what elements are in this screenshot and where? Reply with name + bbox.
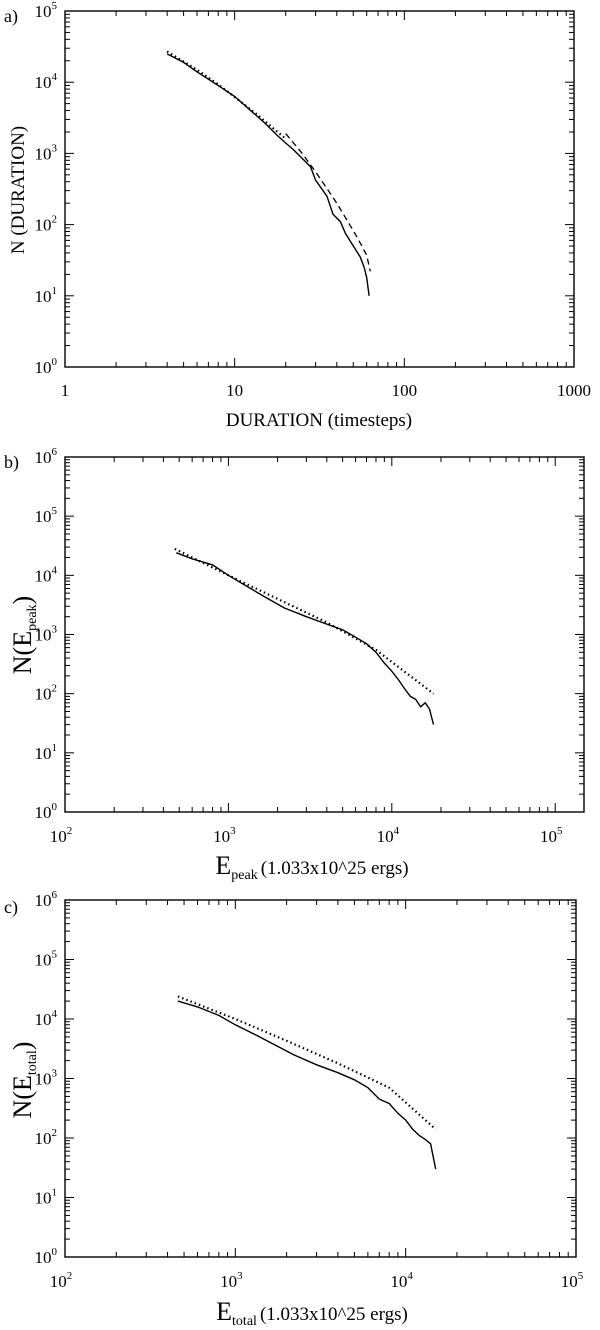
x-tick-label: 103 xyxy=(213,825,236,846)
panel-b-frame xyxy=(64,456,585,813)
panel-b-label: b) xyxy=(4,452,19,473)
panel-a-y-axis: 100 101 102 103 104 105 xyxy=(35,0,574,377)
y-tick-label: 105 xyxy=(35,0,58,21)
y-tick-label: 102 xyxy=(35,1127,58,1148)
panel-a-x-axis: 1 10 100 1000 xyxy=(61,11,591,400)
x-tick-label: 104 xyxy=(390,1270,413,1291)
panel-c-x-axis: 102 103 104 105 xyxy=(50,900,584,1291)
panel-a-label: a) xyxy=(4,6,18,27)
y-tick-label: 106 xyxy=(35,889,58,910)
panel-b-y-axis: 100 101 102 103 104 105 106 xyxy=(35,446,584,822)
y-tick-label: 102 xyxy=(35,683,58,704)
panel-a-series xyxy=(166,50,371,296)
y-tick-label: 100 xyxy=(35,356,58,377)
data-line-solid xyxy=(177,1000,437,1170)
panel-b-x-axis: 102 103 104 105 xyxy=(50,457,563,846)
y-tick-label: 103 xyxy=(35,624,58,645)
x-tick-label: 105 xyxy=(540,825,563,846)
y-tick-label: 103 xyxy=(35,1068,58,1089)
y-tick-label: 100 xyxy=(35,1246,58,1267)
y-tick-label: 104 xyxy=(35,71,58,92)
panel-c: c) 100 101 102 103 104 105 106 102 103 104 105 Et… xyxy=(4,889,584,1329)
fit-line-dotted xyxy=(174,547,435,695)
y-tick-label: 101 xyxy=(35,742,58,763)
fit-line-dashed xyxy=(285,133,371,272)
panel-c-frame xyxy=(64,899,577,1258)
y-tick-label: 103 xyxy=(35,142,58,163)
y-tick-label: 101 xyxy=(35,285,58,306)
fit-line-dotted xyxy=(177,995,437,1131)
panel-c-y-axis: 100 101 102 103 104 105 106 xyxy=(35,889,576,1267)
y-tick-label: 106 xyxy=(35,446,58,467)
panel-a-frame xyxy=(64,10,575,368)
x-tick-label: 1 xyxy=(61,381,70,400)
x-tick-label: 100 xyxy=(392,381,418,400)
y-tick-label: 105 xyxy=(35,505,58,526)
y-tick-label: 101 xyxy=(35,1187,58,1208)
data-line-solid xyxy=(166,53,370,296)
x-tick-label: 104 xyxy=(377,825,400,846)
panel-c-series xyxy=(177,995,437,1170)
y-tick-label: 105 xyxy=(35,949,58,970)
y-tick-label: 104 xyxy=(35,564,58,585)
y-tick-label: 102 xyxy=(35,214,58,235)
x-tick-label: 103 xyxy=(220,1270,243,1291)
data-line-solid xyxy=(176,552,435,725)
x-tick-label: 1000 xyxy=(557,381,591,400)
panel-b-series xyxy=(174,547,435,725)
x-tick-label: 105 xyxy=(561,1270,584,1291)
panel-a: a) 100 101 102 103 104 105 1 10 100 1000 DURATIO… xyxy=(4,0,591,431)
panel-c-x-axis-label: Etotal (1.033x10^25 ergs) xyxy=(216,1297,408,1329)
x-tick-label: 10 xyxy=(226,381,243,400)
panel-a-x-axis-label: DURATION (timesteps) xyxy=(226,410,412,431)
x-tick-label: 102 xyxy=(50,1270,73,1291)
panel-a-y-axis-label: N (DURATION) xyxy=(8,126,29,254)
panel-c-y-axis-label: N(Etotal) xyxy=(8,1042,40,1119)
panel-b: b) 100 101 102 103 104 105 106 102 103 104 105 Ep… xyxy=(4,446,585,883)
panel-b-y-axis-label: N(Epeak) xyxy=(8,596,40,674)
y-tick-label: 104 xyxy=(35,1008,58,1029)
panel-b-x-axis-label: Epeak (1.033x10^25 ergs) xyxy=(215,851,408,883)
y-tick-label: 100 xyxy=(35,801,58,822)
x-tick-label: 102 xyxy=(50,825,73,846)
panel-c-label: c) xyxy=(4,897,18,918)
